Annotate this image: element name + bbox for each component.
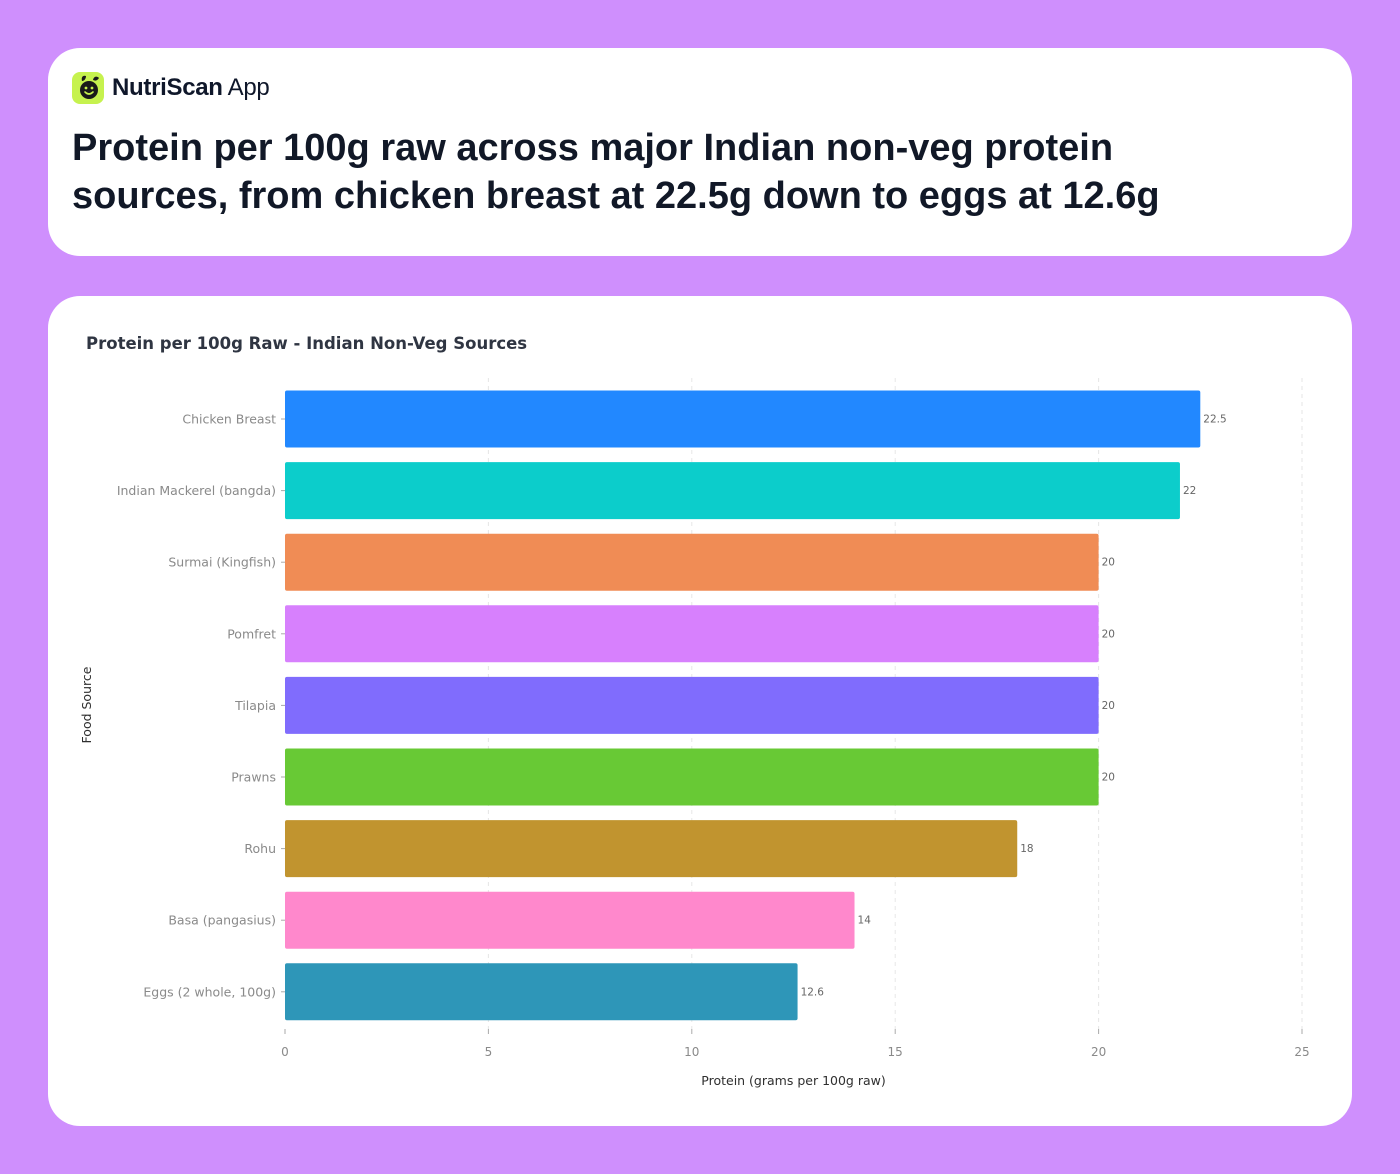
bar bbox=[285, 533, 1099, 591]
y-tick-label: Chicken Breast bbox=[182, 412, 276, 427]
x-tick-label: 20 bbox=[1091, 1045, 1106, 1059]
headline: Protein per 100g raw across major Indian… bbox=[72, 127, 1160, 217]
x-tick-label: 0 bbox=[281, 1045, 289, 1059]
bar bbox=[285, 462, 1180, 520]
x-tick-label: 15 bbox=[888, 1045, 903, 1059]
x-tick-label: 5 bbox=[485, 1045, 493, 1059]
data-label: 20 bbox=[1102, 772, 1115, 784]
data-label: 20 bbox=[1102, 557, 1115, 569]
bar-chart: Protein per 100g Raw - Indian Non-Veg So… bbox=[79, 334, 1310, 1088]
bar bbox=[285, 891, 855, 949]
bar bbox=[285, 748, 1099, 806]
data-label: 22.5 bbox=[1203, 414, 1226, 426]
data-label: 12.6 bbox=[801, 986, 825, 998]
bar bbox=[285, 390, 1201, 448]
y-tick-label: Rohu bbox=[244, 841, 276, 856]
bar bbox=[285, 676, 1099, 734]
y-tick-label: Surmai (Kingfish) bbox=[168, 555, 276, 570]
bar bbox=[285, 963, 798, 1021]
x-tick-label: 25 bbox=[1294, 1045, 1309, 1059]
y-tick-label: Indian Mackerel (bangda) bbox=[117, 483, 276, 498]
bar bbox=[285, 820, 1018, 878]
data-label: 14 bbox=[858, 915, 872, 927]
bar bbox=[285, 605, 1099, 663]
x-axis-label: Protein (grams per 100g raw) bbox=[701, 1073, 885, 1088]
smiling-leaf-logo-icon bbox=[72, 72, 104, 104]
y-tick-label: Prawns bbox=[231, 770, 276, 785]
y-tick-label: Eggs (2 whole, 100g) bbox=[143, 984, 276, 999]
header-card: NutriScan App Protein per 100g raw across… bbox=[48, 48, 1352, 256]
data-label: 20 bbox=[1102, 700, 1115, 712]
y-tick-label: Basa (pangasius) bbox=[168, 913, 276, 928]
data-label: 18 bbox=[1020, 843, 1033, 855]
brand-name-suffix: App bbox=[227, 74, 270, 101]
data-label: 22 bbox=[1183, 485, 1196, 497]
brand: NutriScan App bbox=[72, 72, 270, 104]
brand-name-strong: NutriScan bbox=[112, 74, 223, 101]
y-axis-label: Food Source bbox=[79, 666, 94, 743]
chart-card: Protein per 100g Raw - Indian Non-Veg So… bbox=[48, 296, 1352, 1126]
y-tick-label: Pomfret bbox=[227, 626, 276, 641]
data-label: 20 bbox=[1102, 628, 1115, 640]
chart-title: Protein per 100g Raw - Indian Non-Veg So… bbox=[86, 334, 527, 353]
y-tick-label: Tilapia bbox=[234, 698, 276, 713]
brand-name: NutriScan App bbox=[112, 74, 270, 102]
x-tick-label: 10 bbox=[684, 1045, 699, 1059]
